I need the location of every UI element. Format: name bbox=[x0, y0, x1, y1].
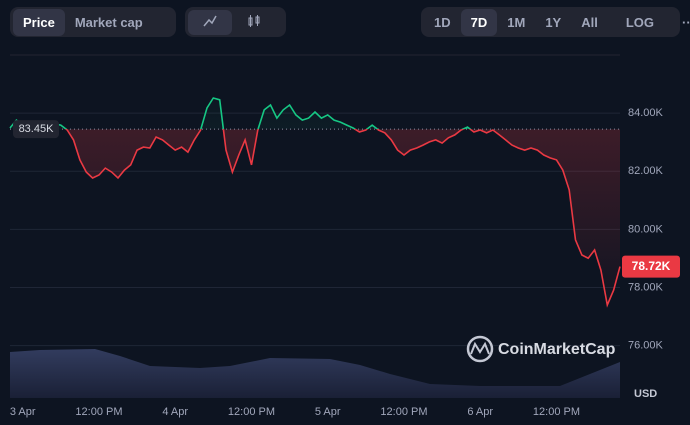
range-button[interactable]: 7D bbox=[460, 8, 498, 36]
price-line-up bbox=[9, 97, 494, 130]
tab-price[interactable]: Price bbox=[13, 8, 65, 36]
tab-market-cap[interactable]: Market cap bbox=[74, 14, 143, 30]
x-tick-label: 5 Apr bbox=[315, 406, 341, 418]
candle-style[interactable] bbox=[232, 10, 276, 35]
more-button[interactable]: ··· bbox=[682, 14, 690, 30]
x-tick-label: 4 Apr bbox=[162, 406, 188, 418]
price-badge bbox=[622, 255, 680, 278]
chart-style-group bbox=[185, 7, 286, 37]
range-button[interactable]: 1M bbox=[507, 14, 526, 30]
range-button[interactable]: 1Y bbox=[545, 14, 562, 30]
x-tick-label: 12:00 PM bbox=[75, 406, 122, 418]
x-tick-label: 12:00 PM bbox=[380, 406, 427, 418]
range-button[interactable]: All bbox=[581, 14, 598, 30]
y-tick-label: 78.00K bbox=[628, 281, 664, 293]
tab-group: Price Market cap bbox=[10, 7, 176, 37]
watermark-text: CoinMarketCap bbox=[498, 341, 616, 358]
x-tick-label: 12:00 PM bbox=[533, 406, 580, 418]
candle-icon bbox=[248, 14, 260, 27]
y-tick-label: 82.00K bbox=[628, 165, 664, 177]
range-group: 1D 7D 1M 1Y All LOG ··· bbox=[421, 7, 690, 37]
log-button[interactable]: LOG bbox=[625, 14, 655, 30]
x-tick-label: 3 Apr bbox=[10, 406, 36, 418]
line-icon bbox=[203, 15, 217, 26]
price-label: 78.72K bbox=[632, 259, 671, 273]
watermark: CoinMarketCap bbox=[466, 335, 616, 363]
x-tick-label: 12:00 PM bbox=[228, 406, 275, 418]
volume-area bbox=[10, 349, 620, 398]
reference-badge bbox=[13, 120, 59, 139]
y-tick-label: 76.00K bbox=[628, 340, 664, 352]
currency-label: USD bbox=[634, 388, 657, 400]
x-tick-label: 6 Apr bbox=[467, 406, 493, 418]
y-tick-label: 84.00K bbox=[628, 107, 664, 119]
range-button[interactable]: 1D bbox=[434, 14, 451, 30]
price-line-down bbox=[64, 129, 621, 308]
area-below bbox=[10, 129, 620, 305]
y-tick-label: 80.00K bbox=[628, 223, 664, 235]
reference-label: 83.45K bbox=[19, 123, 55, 135]
line-style[interactable] bbox=[188, 9, 232, 35]
